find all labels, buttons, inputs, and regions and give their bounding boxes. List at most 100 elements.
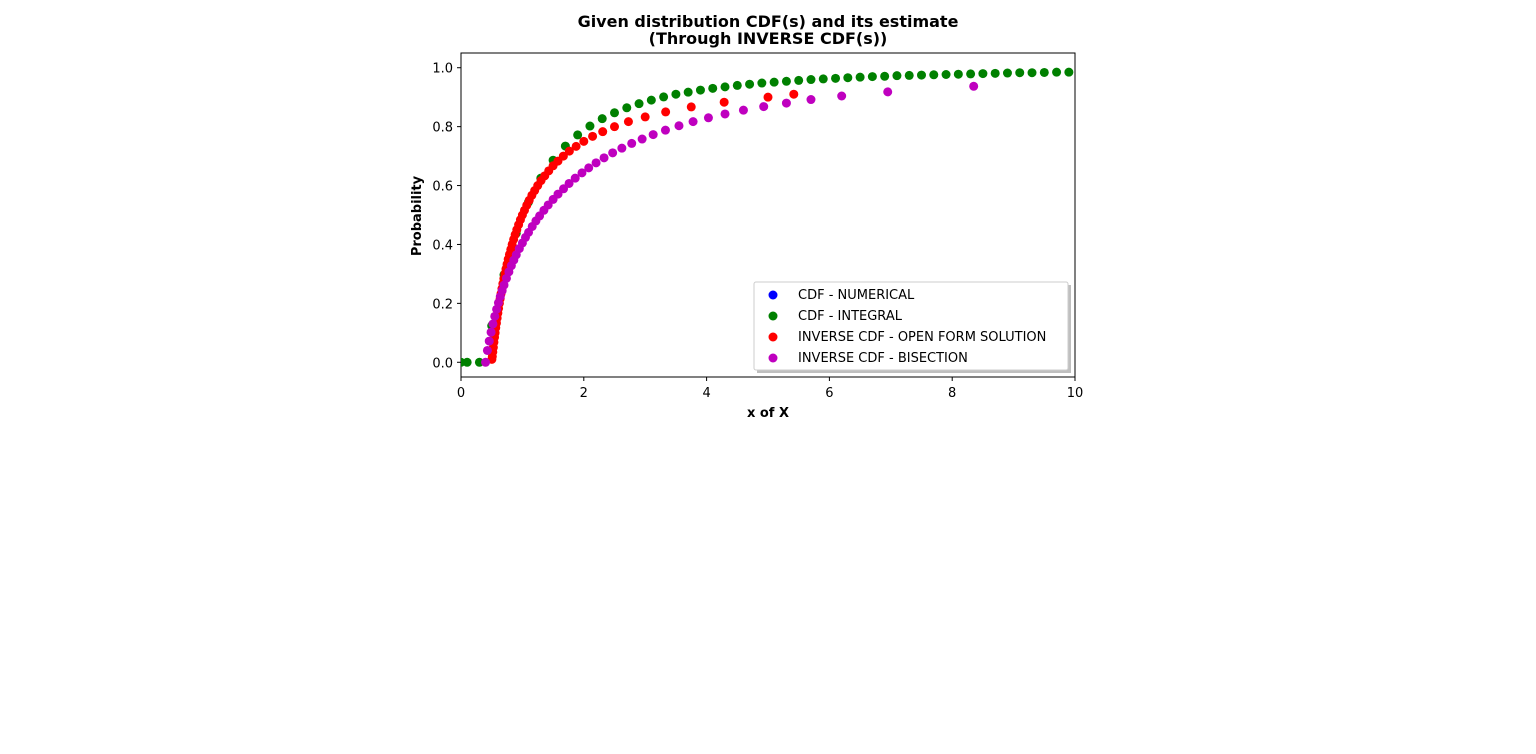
data-point [640, 112, 650, 122]
x-axis-label: x of X [747, 406, 789, 421]
data-point [892, 71, 902, 81]
x-tick-label: 10 [1067, 386, 1084, 401]
data-point [732, 80, 742, 90]
data-point [837, 91, 847, 101]
chart-title-line2: (Through INVERSE CDF(s)) [649, 29, 888, 48]
data-point [610, 108, 619, 118]
data-point [571, 141, 581, 151]
data-point [490, 311, 500, 321]
series-3 [481, 81, 979, 367]
data-point [462, 357, 472, 367]
data-point [597, 114, 607, 124]
data-point [486, 327, 496, 337]
data-point [584, 163, 594, 173]
y-tick-label: 0.8 [432, 121, 453, 136]
data-point [637, 134, 647, 144]
data-point [564, 178, 574, 188]
data-point [617, 143, 627, 153]
legend-marker [768, 290, 778, 300]
data-point [855, 72, 865, 82]
chart-title-line1: Given distribution CDF(s) and its estima… [578, 12, 959, 31]
data-point [969, 81, 979, 91]
data-point [660, 125, 670, 135]
data-point [688, 117, 698, 127]
data-point [719, 97, 729, 107]
data-point [558, 151, 568, 161]
legend-entry: INVERSE CDF - OPEN FORM SOLUTION [768, 330, 1046, 345]
data-point [781, 98, 791, 108]
data-point [720, 82, 730, 92]
legend-entry: CDF - NUMERICAL [768, 288, 915, 303]
data-point [598, 127, 608, 137]
legend-marker [768, 332, 778, 342]
y-tick-label: 0.6 [432, 180, 453, 195]
data-point [591, 158, 601, 168]
data-point [577, 168, 587, 178]
data-point [745, 79, 755, 89]
data-point [703, 113, 713, 123]
y-axis: 0.0 0.2 0.4 0.6 0.8 1.0 [432, 62, 461, 371]
data-point [588, 131, 598, 141]
legend-entry: INVERSE CDF - BISECTION [768, 351, 968, 366]
data-point [757, 78, 767, 88]
data-point [1039, 67, 1049, 77]
y-tick-label: 0.4 [432, 238, 453, 253]
legend: CDF - NUMERICAL CDF - INTEGRAL INVERSE CDF… [753, 281, 1071, 373]
data-point [564, 146, 574, 156]
data-point [953, 69, 963, 79]
legend-label: INVERSE CDF - BISECTION [798, 351, 968, 366]
data-point [674, 121, 684, 131]
data-point [482, 345, 492, 355]
y-axis-label: Probability [410, 175, 425, 256]
data-point [978, 69, 988, 79]
x-tick-label: 2 [580, 386, 588, 401]
legend-label: INVERSE CDF - OPEN FORM SOLUTION [798, 330, 1046, 345]
data-point [720, 109, 730, 119]
data-point [883, 87, 893, 97]
data-point [867, 72, 877, 82]
data-point [831, 73, 841, 83]
data-point [917, 70, 926, 80]
data-point [880, 71, 890, 81]
data-point [843, 73, 853, 83]
x-tick-label: 8 [948, 386, 956, 401]
y-tick-label: 0.0 [432, 356, 453, 371]
data-point [794, 75, 804, 85]
data-point [646, 95, 656, 105]
data-point [623, 117, 633, 127]
data-point [966, 69, 976, 79]
data-point [627, 138, 637, 148]
data-point [789, 89, 799, 99]
data-point [941, 70, 951, 80]
data-point [1064, 67, 1074, 77]
data-point [484, 336, 494, 346]
data-point [695, 85, 705, 95]
data-point [481, 357, 491, 367]
data-point [573, 130, 583, 140]
data-point [634, 99, 644, 109]
data-point [671, 89, 681, 99]
x-tick-label: 4 [702, 386, 710, 401]
data-point [622, 103, 632, 113]
data-point [769, 77, 779, 87]
data-point [818, 74, 828, 84]
data-point [904, 70, 914, 80]
data-point [806, 95, 816, 105]
data-point [661, 107, 671, 117]
legend-entry: CDF - INTEGRAL [768, 309, 903, 324]
data-point [585, 121, 595, 131]
data-point [1027, 68, 1037, 78]
data-point [759, 102, 769, 112]
data-point [599, 153, 609, 163]
data-point [488, 319, 498, 329]
legend-label: CDF - INTEGRAL [798, 309, 903, 324]
data-point [579, 136, 589, 146]
data-point [608, 148, 618, 158]
x-axis: 0 2 4 6 8 10 [457, 377, 1083, 401]
legend-items: CDF - NUMERICAL CDF - INTEGRAL INVERSE CDF… [768, 288, 1046, 366]
x-tick-label: 6 [825, 386, 833, 401]
data-point [708, 83, 718, 93]
legend-box [753, 281, 1069, 371]
data-point [683, 87, 693, 97]
